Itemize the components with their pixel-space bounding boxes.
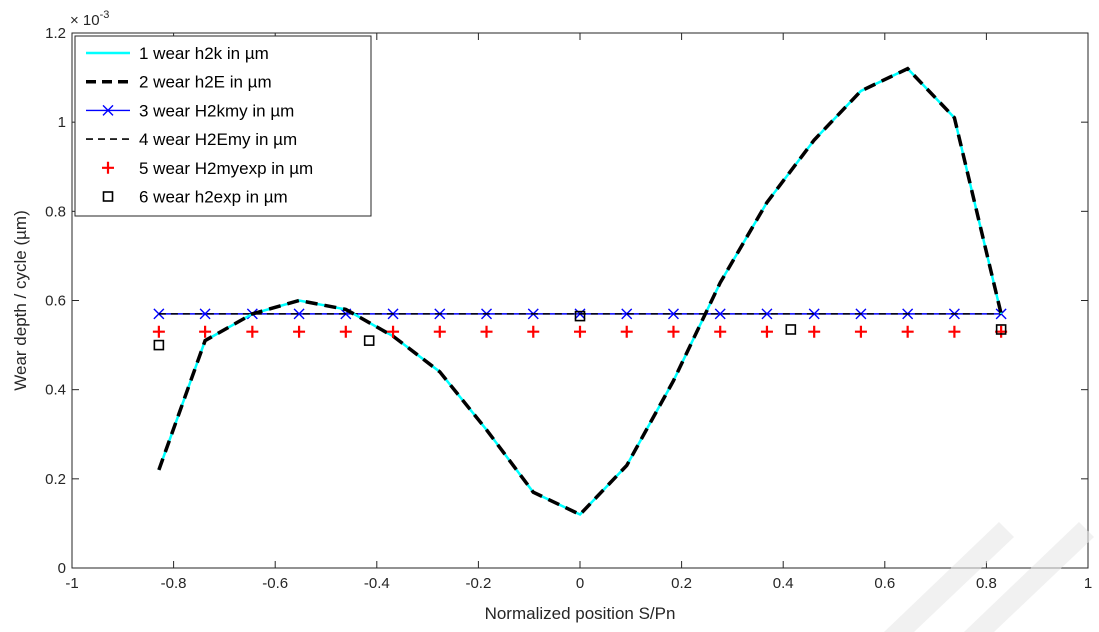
y-exponent-power: -3 [100, 9, 110, 21]
legend-label-4: 4 wear H2Emy in µm [139, 130, 297, 149]
legend-label-3: 3 wear H2kmy in µm [139, 101, 294, 120]
y-axis-label: Wear depth / cycle (µm) [11, 210, 30, 390]
series-3-x-marker [621, 308, 633, 320]
y-exponent-base: × 10 [70, 12, 100, 29]
series-5-plus-marker [901, 325, 914, 338]
watermark-bar-2 [964, 522, 1094, 632]
series-5-plus-marker [574, 325, 586, 338]
y-tick-label: 0.8 [45, 203, 66, 220]
y-exponent-label: × 10-3 [70, 9, 109, 29]
x-tick-label: -1 [65, 575, 78, 592]
y-tick-label: 1.2 [45, 25, 66, 42]
series-5-plus-marker [480, 325, 493, 338]
x-tick-label: 0.8 [976, 575, 997, 592]
legend-box [74, 35, 372, 217]
series-3-x-marker [667, 308, 679, 320]
axes-layer: -1 -0.8 -0.6 -0.4 -0.2 0 0.2 0.4 0.6 0.8 1 0 0.2 0.4 0… [45, 25, 1092, 592]
series-5-plus-marker [854, 325, 867, 338]
series-6-square-marker [153, 339, 165, 351]
x-tick-label: 0.2 [671, 575, 692, 592]
y-tick-label: 0 [58, 560, 66, 577]
legend-swatch-5 [102, 161, 114, 174]
series-3-x-marker [293, 308, 305, 320]
legend-label-1: 1 wear h2k in µm [139, 44, 269, 63]
legend-label-2: 2 wear h2E in µm [139, 73, 272, 92]
series-5-plus-marker [246, 325, 259, 338]
series-5-plus-marker [667, 325, 680, 338]
x-tick-label: -0.2 [465, 575, 491, 592]
x-tick-label: 1 [1084, 575, 1092, 592]
series-3-x-marker [808, 308, 820, 320]
series-5-plus-marker [760, 325, 773, 338]
legend: 1 wear h2k in µm 2 wear h2E in µm 3 wear H… [74, 35, 372, 217]
series-6-square-marker [574, 310, 586, 322]
x-tick-label: 0 [576, 575, 584, 592]
x-axis-label: Normalized position S/Pn [485, 604, 676, 623]
series-5-plus-marker [620, 325, 633, 338]
series-5-plus-marker [948, 325, 961, 338]
series-6-square-marker [995, 324, 1007, 335]
legend-swatch-3-marker [102, 104, 114, 116]
legend-swatch-6 [102, 191, 114, 202]
series-6-square-marker [785, 324, 797, 335]
x-tick-label: -0.6 [262, 575, 288, 592]
legend-label-6: 6 wear h2exp in µm [139, 188, 288, 207]
series-layer [152, 66, 1008, 517]
series-1-line [157, 67, 1003, 517]
y-tick-label: 0.6 [45, 293, 66, 310]
series-5-plus-marker [714, 325, 727, 338]
y-tick-label: 1 [58, 114, 66, 131]
series-3-x-marker [199, 308, 211, 320]
series-5-plus-marker [293, 325, 306, 338]
series-5-plus-marker [808, 325, 821, 338]
series-3-x-marker [714, 308, 726, 320]
watermark-shapes [884, 522, 1094, 632]
series-5-plus-marker [387, 325, 400, 338]
x-tick-label: 0.4 [773, 575, 794, 592]
legend-label-5: 5 wear H2myexp in µm [139, 159, 313, 178]
series-6-square-marker [363, 335, 375, 346]
series-5-plus-marker [199, 325, 212, 338]
y-tick-label: 0.2 [45, 471, 66, 488]
x-tick-label: -0.8 [161, 575, 187, 592]
series-5-plus-marker [152, 325, 165, 338]
x-tick-label: 0.6 [874, 575, 895, 592]
series-5-plus-marker [527, 325, 540, 338]
series-3-x-marker [761, 308, 773, 320]
series-5-plus-marker [433, 325, 446, 338]
watermark-bar-1 [884, 522, 1014, 632]
y-tick-label: 0.4 [45, 382, 66, 399]
x-tick-label: -0.4 [364, 575, 390, 592]
series-5-plus-marker [339, 325, 352, 338]
